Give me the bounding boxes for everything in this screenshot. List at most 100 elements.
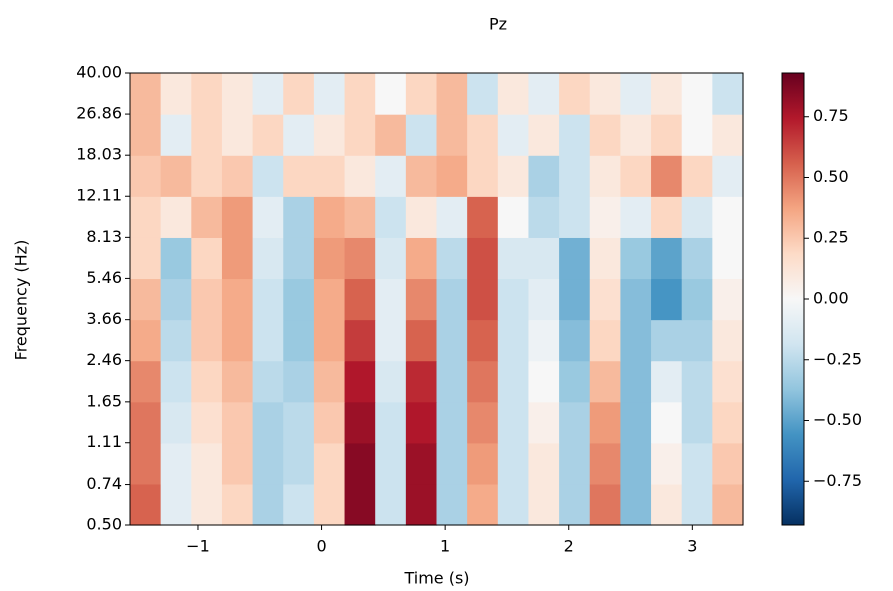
heatmap-cell — [681, 114, 713, 156]
heatmap-cell — [651, 401, 683, 444]
heatmap-cell — [589, 442, 621, 485]
heatmap-cell — [191, 360, 223, 403]
heatmap-cell — [221, 442, 254, 485]
colorbar-tick-label: 0.00 — [813, 289, 849, 308]
heatmap-cell — [589, 155, 621, 197]
heatmap-cell — [344, 73, 376, 115]
heatmap-cell — [436, 237, 468, 280]
heatmap-cell — [375, 155, 407, 197]
heatmap-cell — [681, 483, 713, 526]
heatmap-cell — [160, 278, 192, 321]
x-axis-label: Time (s) — [403, 569, 469, 588]
heatmap-cell — [559, 278, 591, 321]
heatmap-cell — [313, 401, 346, 444]
heatmap-cell — [191, 483, 223, 526]
heatmap-cell — [160, 73, 192, 115]
heatmap-cell — [221, 278, 254, 321]
heatmap-cell — [313, 237, 346, 280]
heatmap-cell — [559, 442, 591, 485]
heatmap-cell — [712, 442, 744, 485]
heatmap-cell — [313, 483, 346, 526]
heatmap-cell — [283, 196, 315, 238]
heatmap-cell — [375, 114, 407, 156]
chart-title: Pz — [489, 15, 507, 34]
heatmap-cell — [467, 196, 499, 238]
heatmap-cell — [651, 237, 683, 280]
heatmap-cell — [436, 442, 468, 485]
heatmap-cell — [252, 237, 284, 280]
heatmap-cell — [283, 278, 315, 321]
heatmap-cell — [497, 114, 530, 156]
heatmap-cell — [620, 196, 652, 238]
heatmap-cell — [405, 278, 438, 321]
heatmap-cell — [252, 196, 284, 238]
heatmap-cell — [130, 237, 162, 280]
heatmap-cell — [405, 319, 438, 362]
heatmap-cell — [589, 360, 621, 403]
heatmap-cell — [651, 442, 683, 485]
x-tick-label: 0 — [316, 537, 326, 556]
y-tick-label: 1.65 — [86, 391, 122, 410]
heatmap-cell — [467, 401, 499, 444]
heatmap-cell — [283, 442, 315, 485]
heatmap-cell — [130, 360, 162, 403]
heatmap-cell — [559, 237, 591, 280]
heatmap-cell — [375, 319, 407, 362]
heatmap-cell — [467, 155, 499, 197]
heatmap-cell — [160, 196, 192, 238]
y-tick-label: 8.13 — [86, 227, 122, 246]
heatmap-cell — [436, 114, 468, 156]
heatmap-cell — [375, 483, 407, 526]
heatmap-cell — [436, 73, 468, 115]
heatmap-cell — [467, 442, 499, 485]
heatmap-cell — [252, 114, 284, 156]
heatmap-cell — [375, 278, 407, 321]
heatmap-cell — [130, 73, 162, 115]
heatmap-cell — [130, 401, 162, 444]
heatmap-cell — [344, 442, 376, 485]
heatmap-cell — [712, 319, 744, 362]
heatmap-cell — [651, 360, 683, 403]
heatmap-cell — [559, 114, 591, 156]
heatmap-cell — [313, 442, 346, 485]
heatmap-cell — [620, 155, 652, 197]
heatmap-cell — [191, 319, 223, 362]
heatmap-cell — [375, 196, 407, 238]
heatmap-cell — [283, 319, 315, 362]
heatmap-cell — [681, 155, 713, 197]
heatmap-cell — [375, 360, 407, 403]
heatmap-cell — [681, 401, 713, 444]
heatmap-cell — [497, 319, 530, 362]
y-tick-label: 2.46 — [86, 350, 122, 369]
heatmap-cell — [497, 360, 530, 403]
y-tick-label: 5.46 — [86, 268, 122, 287]
heatmap-cell — [160, 360, 192, 403]
heatmap-cell — [620, 401, 652, 444]
y-axis-label: Frequency (Hz) — [12, 240, 31, 361]
plot-frame — [129, 72, 744, 526]
heatmap-cell — [620, 237, 652, 280]
heatmap-cell — [130, 196, 162, 238]
heatmap-cell — [528, 360, 560, 403]
heatmap-cell — [712, 196, 744, 238]
heatmap-cell — [283, 155, 315, 197]
heatmap-cell — [436, 319, 468, 362]
y-tick-label: 1.11 — [86, 432, 122, 451]
x-tick-label: 1 — [440, 537, 450, 556]
heatmap-cell — [160, 483, 192, 526]
heatmap-cell — [313, 319, 346, 362]
heatmap-cell — [160, 319, 192, 362]
heatmap-cell — [559, 360, 591, 403]
heatmap-cell — [313, 196, 346, 238]
heatmap-cell — [405, 155, 438, 197]
heatmap-cell — [497, 155, 530, 197]
heatmap-cell — [191, 237, 223, 280]
heatmap-cell — [712, 73, 744, 115]
heatmap-cell — [712, 114, 744, 156]
heatmap-cell — [681, 360, 713, 403]
heatmap-cell — [375, 73, 407, 115]
heatmap-cell — [221, 483, 254, 526]
heatmap-cell — [283, 401, 315, 444]
heatmap-cell — [712, 483, 744, 526]
heatmap-cell — [620, 483, 652, 526]
